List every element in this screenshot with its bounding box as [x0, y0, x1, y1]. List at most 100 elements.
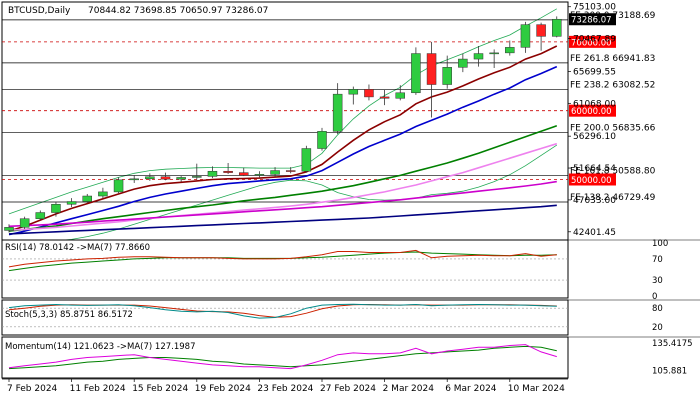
candle — [160, 172, 171, 181]
candle — [301, 145, 312, 173]
bollinger-lower-line — [8, 144, 558, 245]
candle-body — [332, 93, 343, 132]
candle-body — [442, 67, 452, 85]
candle — [285, 167, 296, 174]
price-tick-label: 70467.89 — [573, 35, 616, 45]
candlesticks — [4, 16, 562, 233]
candle — [489, 49, 499, 69]
rsi-panel: 100 70 30 0 RSI(14) 78.0142 ->MA(7) 77.8660 — [1, 239, 668, 302]
price-tick-label: 51664.54 — [573, 164, 616, 174]
candle — [82, 193, 92, 203]
candle-body — [379, 96, 390, 99]
candle — [348, 86, 359, 105]
candle-body — [35, 212, 46, 219]
candle-body — [285, 170, 296, 172]
candle-body — [426, 53, 437, 85]
stochastic-label: Stoch(5,3,3) 85.8751 86.5172 — [5, 310, 133, 320]
level-label-5: FE 200.0 56835.66 — [570, 123, 656, 133]
candle-body — [536, 24, 546, 37]
candle-body — [505, 47, 515, 54]
date-tick-label: 23 Feb 2024 — [257, 384, 313, 394]
candle-body — [82, 195, 92, 202]
candle — [192, 163, 202, 180]
candle — [473, 45, 484, 67]
date-tick-label: 15 Feb 2024 — [132, 384, 188, 394]
osc-tick-label: 0 — [652, 292, 657, 302]
candle-body — [239, 172, 249, 176]
level-tag-label-4: 60000.00 — [571, 107, 612, 117]
candle — [458, 53, 468, 73]
stochastic-panel: 80 20 Stoch(5,3,3) 85.8751 86.5172 — [1, 299, 663, 336]
candle-body — [552, 18, 562, 37]
osc-tick-label: 70 — [652, 255, 663, 265]
candle — [51, 202, 61, 217]
candle-body — [317, 131, 327, 149]
price-tick-label: 47033.00 — [573, 196, 616, 206]
price-tick-label: 61068.00 — [573, 99, 616, 109]
osc-tick-label: 135.4175 — [652, 339, 693, 349]
candle-body — [66, 201, 77, 205]
candle — [270, 167, 280, 177]
candle — [145, 173, 155, 181]
symbol-label: BTCUSD,Daily — [8, 6, 71, 16]
candle — [395, 85, 405, 101]
candle-body — [129, 178, 139, 181]
date-tick-label: 11 Feb 2024 — [70, 384, 126, 394]
osc-tick-label: 20 — [652, 323, 663, 333]
date-tick-label: 10 Mar 2024 — [508, 384, 565, 394]
candle — [536, 22, 546, 51]
level-label-3: FE 238.2 63082.52 — [570, 80, 655, 90]
candle — [4, 224, 14, 233]
level-tag-label-1: 70000.00 — [571, 38, 612, 48]
date-tick-label: 2 Mar 2024 — [383, 384, 435, 394]
candle — [332, 83, 343, 135]
candle-body — [489, 52, 499, 55]
price-tick-label: 42401.45 — [573, 228, 616, 238]
candle — [505, 40, 515, 56]
candle-body — [176, 177, 186, 180]
candle — [19, 216, 30, 230]
level-tag-7 — [569, 173, 616, 186]
candle-body — [364, 89, 374, 98]
candle-body — [473, 53, 484, 60]
price-tick-label: 75103.00 — [573, 3, 616, 13]
candle — [239, 167, 249, 177]
moving-average-line-5 — [8, 204, 557, 235]
candle-body — [51, 204, 61, 213]
bollinger-bands — [8, 8, 558, 245]
moving-average-line-4 — [8, 180, 557, 228]
candle — [411, 47, 421, 95]
level-tag-1 — [569, 35, 616, 48]
candle-body — [411, 53, 421, 94]
rsi-line — [8, 249, 557, 268]
moving-average-line-3 — [8, 142, 558, 231]
rsi-label: RSI(14) 78.0142 ->MA(7) 77.8660 — [5, 243, 150, 253]
candle-body — [270, 170, 280, 175]
candle-body — [254, 174, 265, 176]
level-label-2: FE 261.8 66941.83 — [570, 54, 655, 64]
candle — [66, 198, 77, 208]
candle — [223, 162, 233, 174]
date-tick-label: 7 Feb 2024 — [7, 384, 58, 394]
moving-average-line-1 — [8, 65, 558, 236]
candle — [552, 16, 562, 38]
candle-body — [4, 227, 14, 231]
level-label-6: FE 161.8 50588.80 — [570, 166, 656, 176]
moving-average-line-2 — [8, 125, 558, 232]
candle-body — [395, 92, 405, 99]
candle — [113, 177, 124, 194]
moving-averages — [8, 45, 558, 236]
candle — [426, 41, 437, 118]
candle-body — [348, 89, 359, 95]
current-price-tag — [569, 13, 616, 26]
momentum-label: Momentum(14) 121.0623 ->MA(7) 127.1987 — [5, 342, 195, 352]
candle-body — [160, 176, 171, 180]
candle-body — [19, 218, 30, 228]
candle — [98, 187, 108, 199]
moving-average-line-0 — [8, 45, 558, 232]
candle — [129, 175, 139, 183]
candle — [35, 210, 46, 221]
